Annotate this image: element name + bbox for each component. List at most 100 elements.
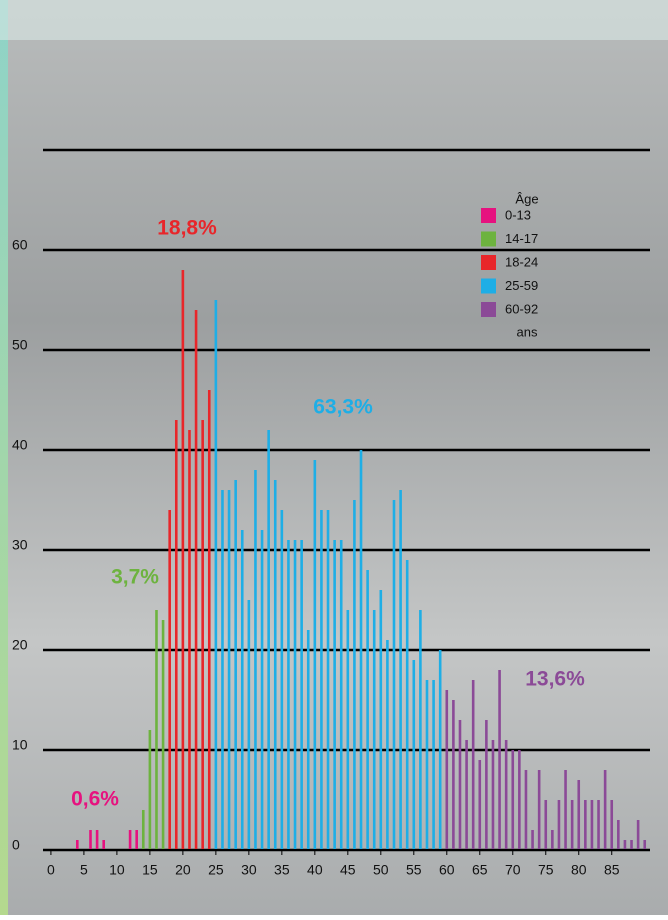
bar bbox=[564, 770, 567, 850]
bar bbox=[306, 630, 310, 850]
bar bbox=[504, 740, 508, 850]
x-tick-label: 40 bbox=[307, 862, 323, 878]
bar bbox=[379, 590, 383, 850]
bar bbox=[168, 510, 171, 850]
x-tick-label: 0 bbox=[47, 862, 55, 878]
percent-label: 63,3% bbox=[313, 396, 373, 419]
x-tick-label: 60 bbox=[439, 862, 455, 878]
x-tick-label: 70 bbox=[505, 862, 521, 878]
bar bbox=[201, 420, 204, 850]
legend-swatch bbox=[481, 302, 496, 317]
bar bbox=[174, 420, 178, 850]
bar bbox=[425, 680, 429, 850]
bar bbox=[544, 800, 548, 850]
x-tick-label: 20 bbox=[175, 862, 191, 878]
bar bbox=[135, 830, 138, 850]
legend-label: 25-59 bbox=[505, 278, 538, 293]
bar bbox=[247, 600, 251, 850]
y-tick-label: 30 bbox=[12, 537, 28, 553]
bar bbox=[458, 720, 462, 850]
bar bbox=[339, 540, 343, 850]
x-tick-label: 30 bbox=[241, 862, 257, 878]
bar bbox=[214, 300, 218, 850]
legend-swatch bbox=[481, 255, 496, 270]
bar bbox=[128, 830, 132, 850]
top-band bbox=[0, 0, 668, 40]
y-tick-label: 0 bbox=[12, 837, 20, 853]
bar bbox=[359, 450, 363, 850]
bar bbox=[353, 500, 356, 850]
bar bbox=[372, 610, 376, 850]
bar bbox=[399, 490, 402, 850]
bar bbox=[313, 460, 317, 850]
x-tick-label: 45 bbox=[340, 862, 356, 878]
bar bbox=[273, 480, 277, 850]
bar bbox=[95, 830, 99, 850]
x-tick-label: 85 bbox=[604, 862, 620, 878]
bar bbox=[630, 840, 633, 850]
bar bbox=[445, 690, 449, 850]
x-tick-label: 80 bbox=[571, 862, 587, 878]
legend-label: 14-17 bbox=[505, 231, 538, 246]
bar bbox=[478, 760, 482, 850]
bar bbox=[412, 660, 416, 850]
bar bbox=[518, 750, 521, 850]
bar bbox=[188, 430, 191, 850]
bar bbox=[267, 430, 270, 850]
x-tick-label: 75 bbox=[538, 862, 554, 878]
bar bbox=[537, 770, 541, 850]
bar bbox=[485, 720, 488, 850]
bar bbox=[300, 540, 303, 850]
legend-label: 18-24 bbox=[505, 254, 538, 269]
bar bbox=[570, 800, 574, 850]
percent-label: 13,6% bbox=[525, 668, 585, 691]
percent-label: 3,7% bbox=[111, 566, 159, 589]
bar bbox=[333, 540, 336, 850]
bar bbox=[386, 640, 389, 850]
percent-label: 18,8% bbox=[157, 217, 217, 240]
bar bbox=[366, 570, 369, 850]
bar bbox=[346, 610, 350, 850]
bar bbox=[465, 740, 468, 850]
bar bbox=[551, 830, 554, 850]
bar bbox=[280, 510, 284, 850]
bar bbox=[89, 830, 92, 850]
legend-title: Âge bbox=[515, 191, 538, 206]
bar bbox=[590, 800, 594, 850]
bar bbox=[511, 750, 515, 850]
y-tick-label: 20 bbox=[12, 637, 28, 653]
bar bbox=[617, 820, 620, 850]
y-tick-label: 10 bbox=[12, 737, 28, 753]
legend-swatch bbox=[481, 278, 496, 294]
legend-label: 60-92 bbox=[505, 301, 538, 316]
bar bbox=[148, 730, 152, 850]
legend-unit: ans bbox=[517, 324, 538, 339]
bar bbox=[524, 770, 528, 850]
x-tick-label: 65 bbox=[472, 862, 488, 878]
bar bbox=[419, 610, 422, 850]
bar bbox=[141, 810, 145, 850]
bar bbox=[610, 800, 614, 850]
bar bbox=[326, 510, 330, 850]
bar bbox=[207, 390, 211, 850]
y-tick-label: 50 bbox=[12, 337, 28, 353]
bar bbox=[155, 610, 158, 850]
x-tick-label: 15 bbox=[142, 862, 158, 878]
bar bbox=[254, 470, 257, 850]
bar bbox=[240, 530, 244, 850]
bar bbox=[636, 820, 640, 850]
bar bbox=[102, 840, 105, 850]
x-tick-label: 5 bbox=[80, 862, 88, 878]
bar bbox=[260, 530, 264, 850]
bar bbox=[584, 800, 587, 850]
bar bbox=[234, 480, 237, 850]
bar bbox=[287, 540, 290, 850]
side-strip bbox=[0, 0, 8, 915]
bar bbox=[597, 800, 600, 850]
bar bbox=[531, 830, 534, 850]
bar bbox=[557, 800, 561, 850]
bar bbox=[643, 840, 647, 850]
bar bbox=[471, 680, 475, 850]
